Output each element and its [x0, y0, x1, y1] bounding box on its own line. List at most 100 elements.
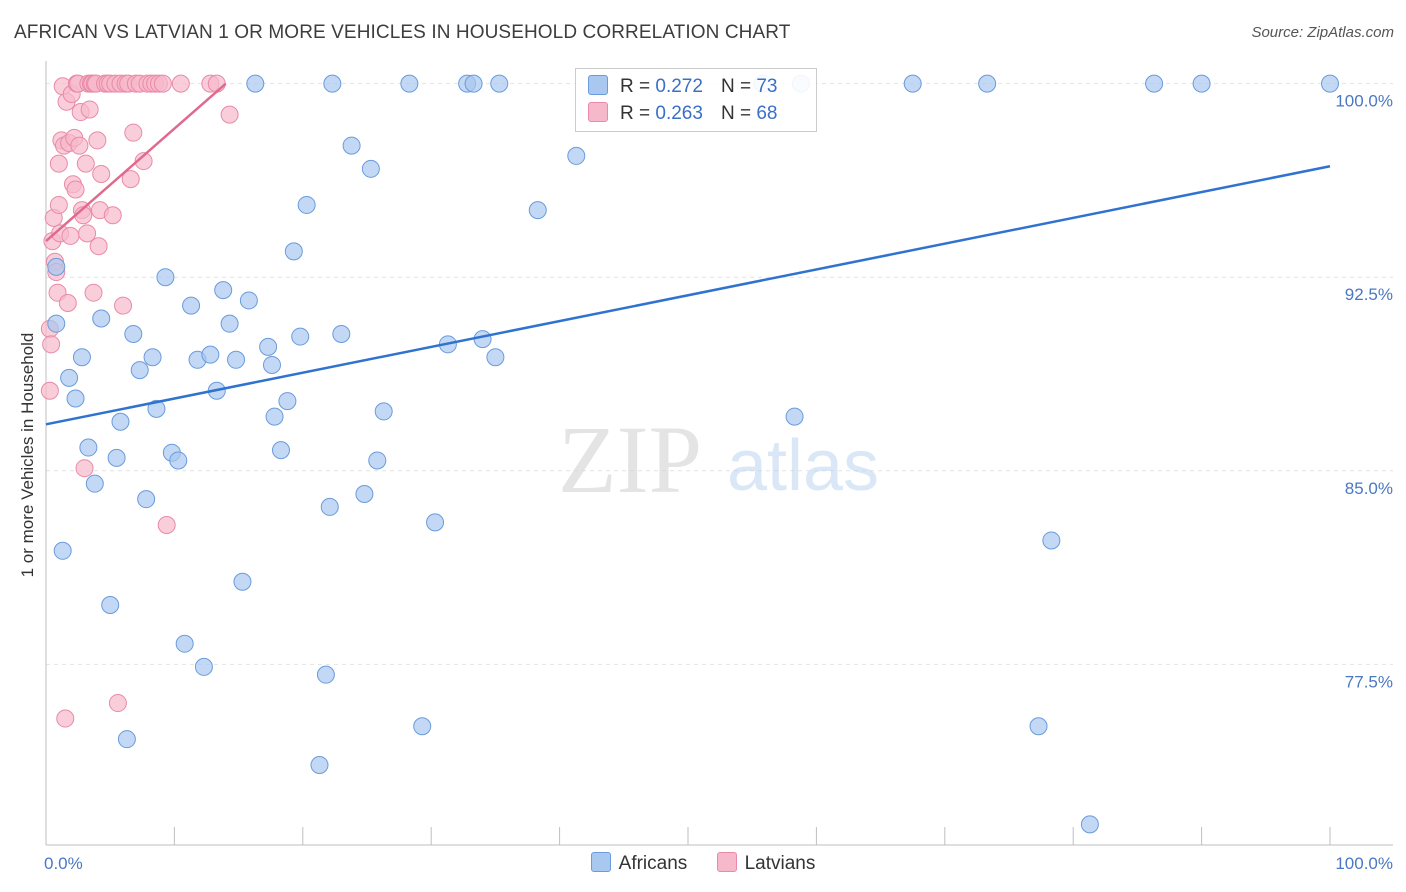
african-point: [1192, 74, 1211, 93]
africans-trend-line: [45, 165, 1331, 426]
n-label: N =: [720, 103, 752, 124]
african-point: [271, 441, 290, 460]
african-point: [137, 490, 156, 509]
african-point: [332, 324, 351, 343]
x-tick-label-max: 100.0%: [1335, 854, 1393, 873]
african-point: [464, 74, 483, 93]
africans-swatch: [590, 852, 611, 872]
african-point: [1029, 717, 1048, 736]
trend-lines: [45, 82, 1331, 426]
african-point: [400, 74, 419, 93]
latvian-point: [49, 154, 68, 173]
african-point: [233, 572, 252, 591]
african-point: [903, 74, 922, 93]
y-tick-label: 100.0%: [1335, 92, 1393, 111]
african-point: [1321, 74, 1339, 93]
latvian-point: [42, 335, 61, 354]
african-point: [220, 314, 239, 333]
african-point: [259, 337, 278, 356]
latvians-swatch: [588, 102, 608, 122]
african-point: [310, 755, 329, 774]
africans-n-value: 73: [756, 76, 778, 97]
latvian-point: [78, 224, 97, 243]
latvian-point: [134, 152, 153, 171]
african-point: [426, 513, 445, 532]
african-point: [284, 242, 303, 261]
african-point: [79, 438, 98, 457]
latvian-point: [171, 74, 190, 93]
african-point: [169, 451, 188, 470]
series-legend: Africans Latvians: [0, 852, 1406, 875]
african-point: [124, 324, 143, 343]
axes: [45, 61, 1393, 846]
african-point: [60, 368, 79, 387]
african-point: [101, 595, 120, 614]
african-point: [194, 657, 213, 676]
african-point: [978, 74, 997, 93]
y-tick-label: 85.0%: [1345, 479, 1393, 498]
latvians-r-value: 0.263: [655, 103, 703, 124]
african-point: [342, 136, 361, 155]
african-point: [323, 74, 342, 93]
chart-title: AFRICAN VS LATVIAN 1 OR MORE VEHICLES IN…: [14, 22, 791, 43]
latvian-point: [92, 164, 111, 183]
african-point: [72, 348, 91, 367]
latvian-point: [66, 180, 85, 199]
african-point: [130, 361, 149, 380]
latvian-point: [40, 381, 59, 400]
african-point: [227, 350, 246, 369]
african-point: [413, 717, 432, 736]
latvian-point: [153, 74, 172, 93]
latvian-point: [61, 226, 80, 245]
african-point: [107, 448, 126, 467]
african-point: [201, 345, 220, 364]
latvians-n-value: 68: [756, 103, 778, 124]
african-point: [473, 330, 492, 349]
african-point: [320, 497, 339, 516]
african-point: [85, 474, 104, 493]
african-point: [262, 355, 281, 374]
african-point: [239, 291, 258, 310]
african-point: [53, 541, 72, 560]
latvian-point: [80, 100, 99, 119]
latvian-point: [103, 206, 122, 225]
african-point: [182, 296, 201, 315]
african-point: [355, 485, 374, 504]
african-point: [567, 146, 586, 165]
legend-item-africans[interactable]: Africans: [590, 852, 688, 875]
source-label: Source: ZipAtlas.com: [1251, 24, 1394, 41]
african-point: [117, 730, 136, 749]
r-label: R =: [620, 76, 651, 97]
legend-item-latvians[interactable]: Latvians: [716, 852, 816, 875]
latvian-point: [114, 296, 133, 315]
african-point: [265, 407, 284, 426]
watermark-zip: ZIP: [558, 406, 702, 513]
african-point: [66, 389, 85, 408]
african-point: [291, 327, 310, 346]
african-point: [1042, 531, 1061, 550]
african-point: [143, 348, 162, 367]
african-point: [175, 634, 194, 653]
stats-legend: R = 0.272 N = 73 R = 0.263 N = 68: [575, 68, 817, 132]
african-point: [316, 665, 335, 684]
african-point: [214, 281, 233, 300]
r-label: R =: [620, 103, 651, 124]
african-point: [47, 314, 66, 333]
latvian-point: [89, 237, 108, 256]
african-point: [361, 159, 380, 178]
x-tick-label-min: 0.0%: [44, 854, 83, 873]
legend-latvians-label: Latvians: [744, 853, 816, 874]
african-point: [368, 451, 387, 470]
latvian-point: [88, 131, 107, 150]
latvian-point: [84, 283, 103, 302]
latvians-swatch: [716, 852, 737, 872]
latvian-point: [75, 459, 94, 478]
africans-swatch: [588, 75, 608, 95]
latvian-point: [124, 123, 143, 142]
legend-africans-label: Africans: [618, 853, 688, 874]
african-point: [490, 74, 509, 93]
african-point: [486, 348, 505, 367]
legend-row-latvians: R = 0.263 N = 68: [588, 102, 777, 126]
latvian-point: [121, 170, 140, 189]
